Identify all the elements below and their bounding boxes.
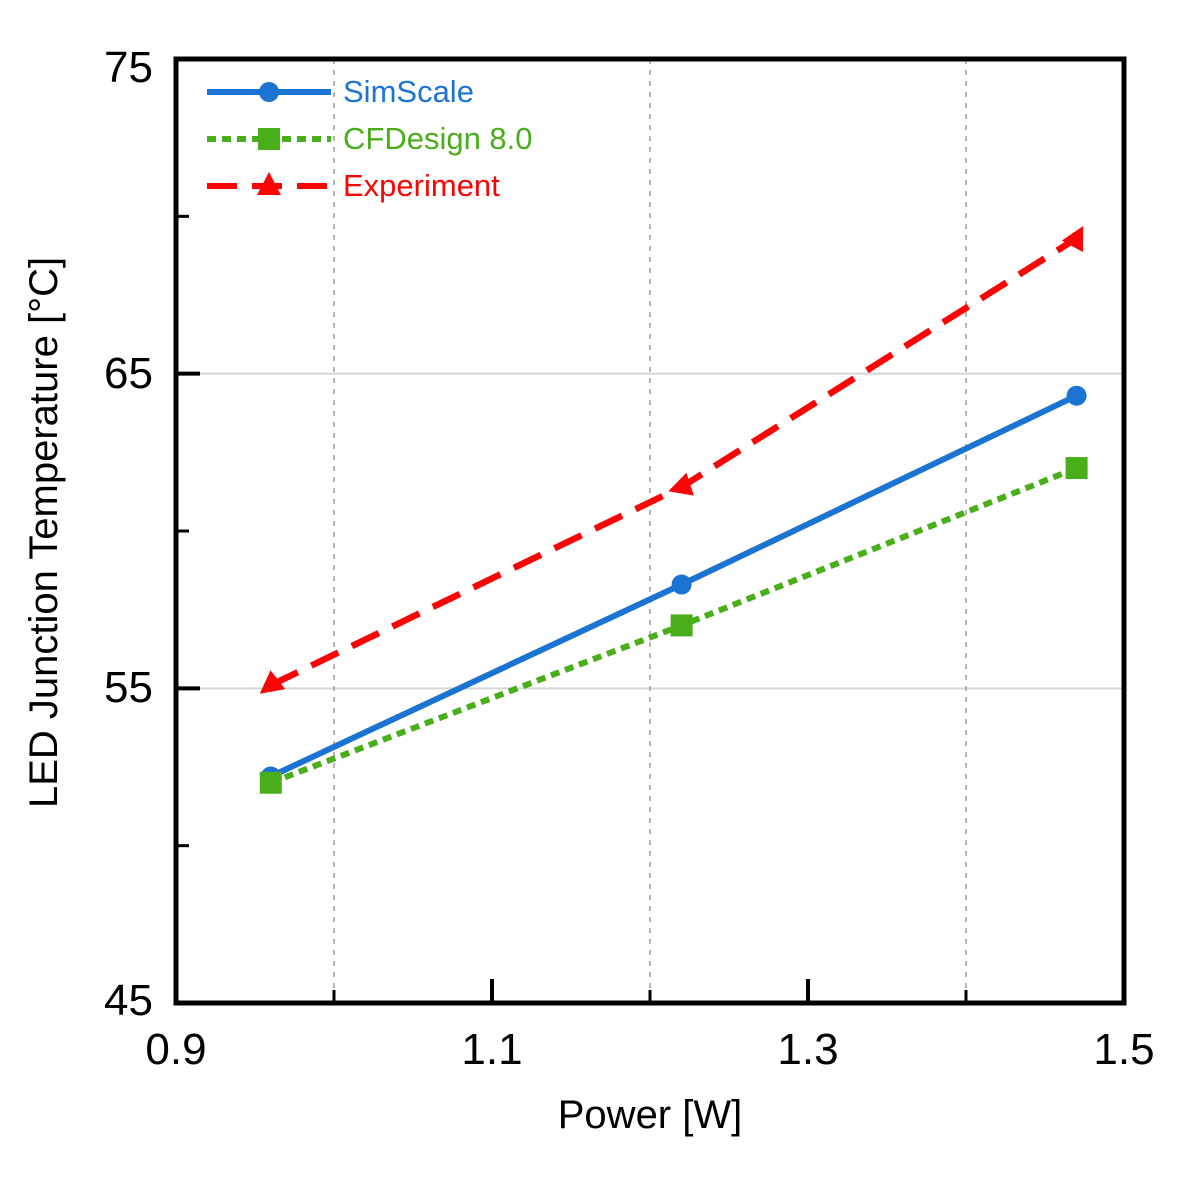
x-tick-label-1-5: 1.5 — [1093, 1025, 1155, 1074]
series-marker-simscale-2 — [1066, 385, 1087, 406]
series-marker-simscale-1 — [671, 574, 692, 595]
series-marker-experiment-1 — [668, 472, 694, 496]
legend-marker-cfdesign-8-0 — [258, 128, 280, 150]
series-marker-experiment-2 — [1061, 225, 1084, 252]
y-axis-title: LED Junction Temperature [°C] — [22, 256, 66, 808]
y-tick-label-45: 45 — [104, 976, 153, 1025]
legend-label-experiment: Experiment — [343, 168, 500, 203]
legend-label-simscale: SimScale — [343, 74, 474, 109]
plot-border — [173, 56, 1127, 1006]
x-axis-title: Power [W] — [557, 1093, 743, 1137]
y-tick-label-75: 75 — [104, 43, 153, 92]
series-marker-experiment-0 — [259, 670, 286, 694]
legend-marker-simscale — [259, 82, 279, 102]
y-tick-label-55: 55 — [104, 663, 153, 712]
legend-marker-experiment — [257, 172, 281, 195]
legend-label-cfdesign: CFDesign 8.0 — [343, 121, 533, 156]
series-marker-cfdesign-8-0-0 — [259, 771, 282, 794]
x-tick-label-1-3: 1.3 — [777, 1025, 839, 1074]
series-marker-cfdesign-8-0-2 — [1065, 457, 1088, 480]
x-tick-label-1-1: 1.1 — [461, 1025, 523, 1074]
series-marker-cfdesign-8-0-1 — [670, 614, 693, 637]
x-tick-label-0-9: 0.9 — [145, 1025, 207, 1074]
y-tick-label-65: 65 — [104, 349, 153, 398]
